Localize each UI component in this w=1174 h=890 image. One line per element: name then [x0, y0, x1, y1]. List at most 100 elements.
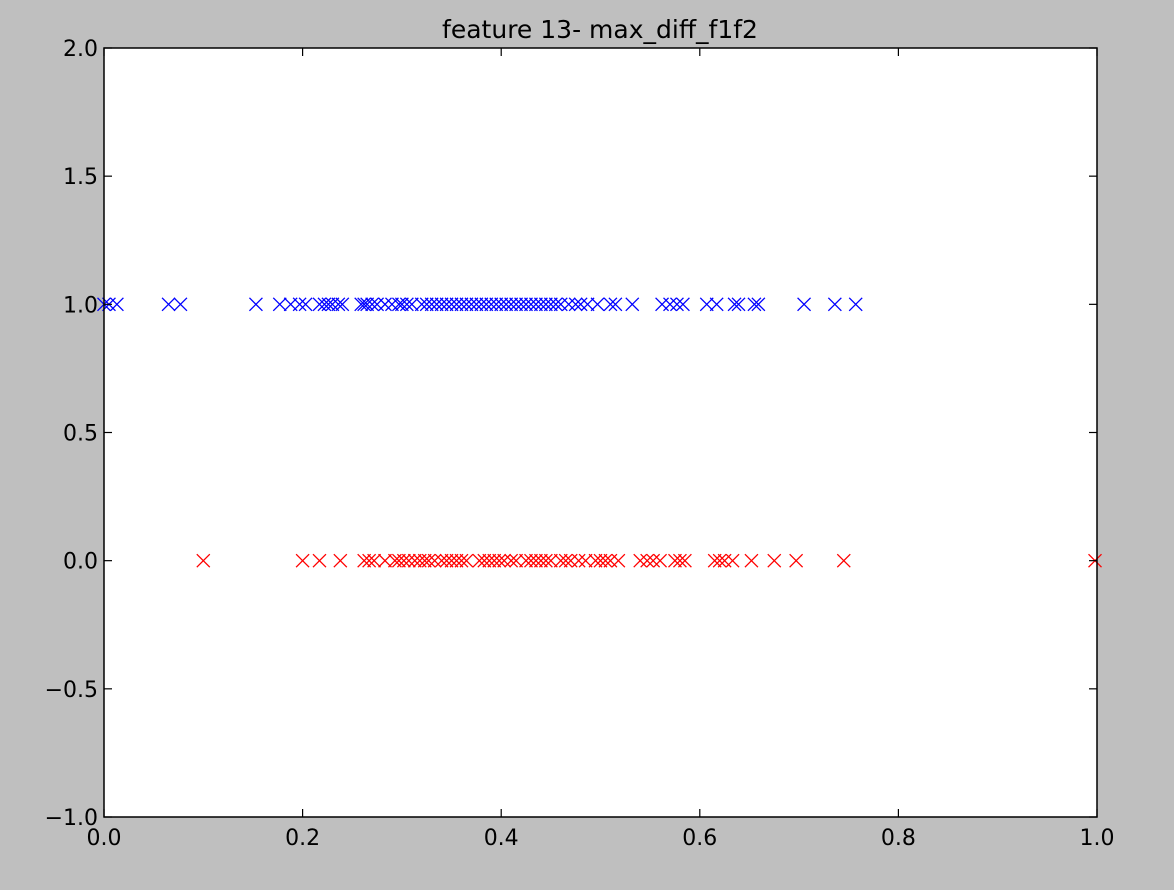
series-1-point	[421, 553, 436, 568]
series-0-point	[444, 297, 459, 312]
series-0-point	[608, 297, 623, 312]
series-0-point	[173, 297, 188, 312]
series-1-point	[593, 553, 608, 568]
series-1-point	[543, 553, 558, 568]
series-1-point	[492, 553, 507, 568]
series-0-point	[494, 297, 509, 312]
y-tick-label: 1.5	[63, 165, 98, 190]
series-0-point	[399, 297, 414, 312]
series-0-point	[272, 297, 287, 312]
series-0-point	[474, 297, 489, 312]
series-1-point	[707, 553, 722, 568]
series-1-point	[196, 553, 211, 568]
series-0-point	[625, 297, 640, 312]
series-0-point	[747, 297, 762, 312]
series-0-point	[292, 297, 307, 312]
series-1-point	[538, 553, 553, 568]
series-0-point	[499, 297, 514, 312]
y-tick-label: 2.0	[63, 37, 98, 62]
series-1-point	[459, 553, 474, 568]
series-1-point	[439, 553, 454, 568]
ticks-layer: 0.0 0.2 0.4 0.6 0.8 1.0 −1.0 −0.5 0.0 0.5 1.0 1.5 2.…	[45, 37, 1115, 851]
series-0-point	[709, 297, 724, 312]
series-1-point	[744, 553, 759, 568]
series-1-point	[504, 553, 519, 568]
series-1-point	[588, 553, 603, 568]
series-0-point	[248, 297, 263, 312]
x-tick-label: 0.6	[682, 826, 717, 851]
series-0-point	[454, 297, 469, 312]
series-0-point	[360, 297, 375, 312]
series-1-point	[509, 553, 524, 568]
series-1-point	[407, 553, 422, 568]
series-1-point	[312, 553, 327, 568]
series-1-point	[362, 553, 377, 568]
series-1-point	[449, 553, 464, 568]
series-0-point	[439, 297, 454, 312]
series-0-point	[298, 297, 313, 312]
series-0-point	[109, 297, 124, 312]
series-0-point	[365, 297, 380, 312]
series-1-point	[519, 553, 533, 568]
series-0-point	[590, 297, 605, 312]
series-1-point	[836, 553, 851, 568]
series-1-point	[401, 553, 416, 568]
series-0-point	[394, 297, 409, 312]
series-1-point	[396, 553, 411, 568]
series-0-point	[519, 297, 533, 312]
series-0-point	[354, 297, 369, 312]
series-1-point	[672, 553, 687, 568]
series-0-point	[548, 297, 563, 312]
series-0-point	[524, 297, 538, 312]
series-0-point	[484, 297, 499, 312]
series-1-point	[646, 553, 661, 568]
series-0-point	[464, 297, 479, 312]
series-0-point	[469, 297, 484, 312]
series-0-point	[509, 297, 524, 312]
series-0-point	[449, 297, 464, 312]
plot-area	[104, 48, 1097, 817]
series-1-point	[367, 553, 382, 568]
series-0-point	[561, 297, 576, 312]
series-1-point	[482, 553, 497, 568]
series-0-point	[731, 297, 746, 312]
series-0-point	[573, 297, 588, 312]
series-0-point	[404, 297, 419, 312]
series-0-point	[378, 297, 392, 312]
x-tick-label: 1.0	[1080, 826, 1115, 851]
series-0-point	[385, 297, 399, 312]
chart-title: feature 13- max_diff_f1f2	[442, 15, 758, 44]
series-1-point	[427, 553, 442, 568]
series-1-point	[712, 553, 727, 568]
series-0	[97, 297, 863, 312]
series-1-point	[295, 553, 310, 568]
series-0-point	[663, 297, 677, 312]
series-1-point	[553, 553, 568, 568]
series-1-point	[533, 553, 548, 568]
y-tick-label: −1.0	[45, 806, 98, 831]
series-1-point	[524, 553, 538, 568]
series-0-point	[848, 297, 863, 312]
series-0-point	[538, 297, 553, 312]
series-1-point	[454, 553, 469, 568]
series-0-point	[543, 297, 558, 312]
series-0-point	[603, 297, 618, 312]
series-0-point	[504, 297, 519, 312]
y-tick-label: 0.0	[63, 550, 98, 575]
series-0-point	[727, 297, 742, 312]
plot-frame	[103, 47, 1098, 818]
series-0-point	[459, 297, 474, 312]
series-0-point	[528, 297, 543, 312]
series-1-point	[571, 553, 586, 568]
series-1-point	[653, 553, 668, 568]
series-0-point	[797, 297, 812, 312]
series-1	[196, 553, 1102, 568]
series-0-point	[670, 297, 684, 312]
y-tick-label: −0.5	[45, 678, 98, 703]
series-1-point	[391, 553, 406, 568]
series-0-point	[568, 297, 583, 312]
series-0-point	[414, 297, 429, 312]
series-0-point	[325, 297, 340, 312]
series-1-point	[725, 553, 740, 568]
